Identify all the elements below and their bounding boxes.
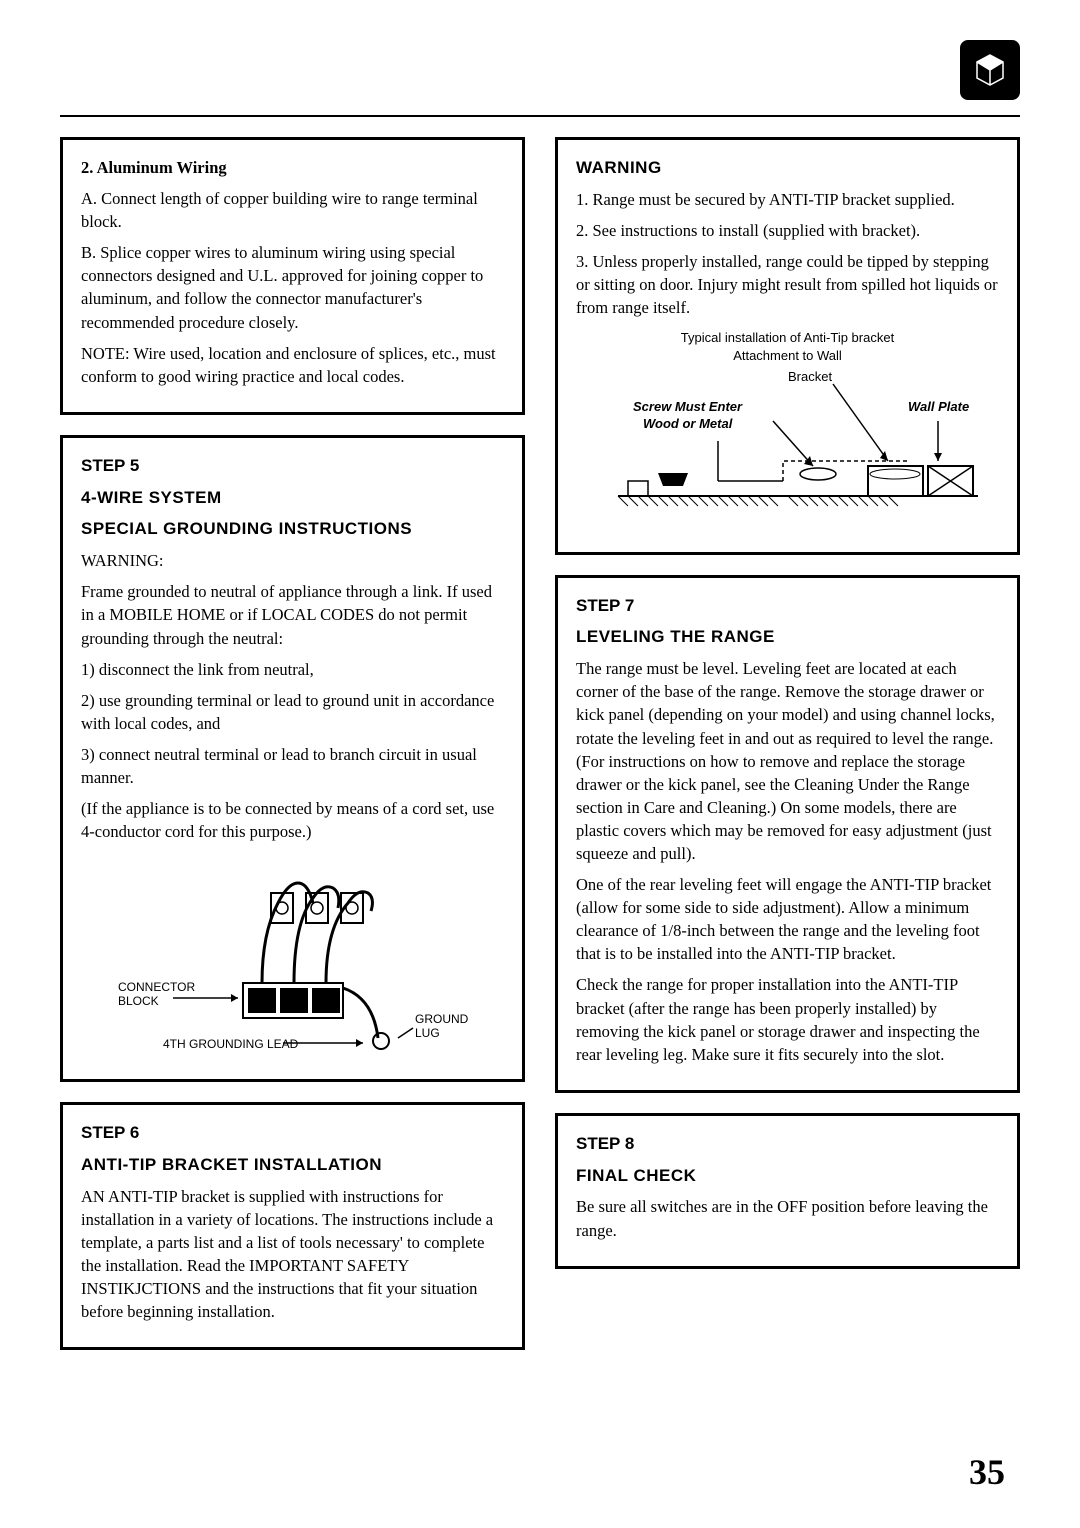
hatching [618, 496, 898, 506]
diagram-label: Bracket [788, 369, 832, 384]
brand-logo [960, 40, 1020, 100]
paragraph: WARNING: [81, 549, 504, 572]
paragraph: (If the appliance is to be connected by … [81, 797, 504, 843]
list-item: 3) connect neutral terminal or lead to b… [81, 743, 504, 789]
page-number: 35 [969, 1451, 1005, 1493]
step7-box: STEP 7 LEVELING THE RANGE The range must… [555, 575, 1020, 1093]
left-column: 2. Aluminum Wiring A. Connect length of … [60, 137, 525, 1350]
paragraph: A. Connect length of copper building wir… [81, 187, 504, 233]
step-title: LEVELING THE RANGE [576, 625, 999, 649]
step-subtitle: SPECIAL GROUNDING INSTRUCTIONS [81, 517, 504, 541]
step-label: STEP 6 [81, 1121, 504, 1145]
diagram-label: Screw Must Enter [633, 399, 743, 414]
diagram-label: LUG [415, 1026, 440, 1040]
paragraph: Frame grounded to neutral of appliance t… [81, 580, 504, 649]
content-columns: 2. Aluminum Wiring A. Connect length of … [60, 137, 1020, 1350]
step-title: FINAL CHECK [576, 1164, 999, 1188]
step-label: STEP 7 [576, 594, 999, 618]
paragraph: 2. See instructions to install (supplied… [576, 219, 999, 242]
warning-heading: WARNING [576, 156, 999, 180]
step-title: ANTI-TIP BRACKET INSTALLATION [81, 1153, 504, 1177]
section-heading: 2. Aluminum Wiring [81, 156, 504, 179]
list-item: 1) disconnect the link from neutral, [81, 658, 504, 681]
step5-box: STEP 5 4-WIRE SYSTEM SPECIAL GROUNDING I… [60, 435, 525, 1082]
warning-box: WARNING 1. Range must be secured by ANTI… [555, 137, 1020, 555]
paragraph: Be sure all switches are in the OFF posi… [576, 1195, 999, 1241]
antitip-diagram-svg: Bracket Screw Must Enter Wood or Metal W… [588, 366, 988, 526]
paragraph: One of the rear leveling feet will engag… [576, 873, 999, 965]
list-item: 2) use grounding terminal or lead to gro… [81, 689, 504, 735]
step-label: STEP 5 [81, 454, 504, 478]
paragraph: The range must be level. Leveling feet a… [576, 657, 999, 865]
step-label: STEP 8 [576, 1132, 999, 1156]
top-bar [60, 40, 1020, 117]
diagram-label: GROUND [415, 1012, 469, 1026]
paragraph: AN ANTI-TIP bracket is supplied with ins… [81, 1185, 504, 1324]
diagram-label: 4TH GROUNDING LEAD [163, 1037, 299, 1051]
right-column: WARNING 1. Range must be secured by ANTI… [555, 137, 1020, 1350]
diagram-caption: Typical installation of Anti-Tip bracket [576, 329, 999, 347]
paragraph: 3. Unless properly installed, range coul… [576, 250, 999, 319]
aluminum-wiring-box: 2. Aluminum Wiring A. Connect length of … [60, 137, 525, 415]
paragraph: Check the range for proper installation … [576, 973, 999, 1065]
step6-box: STEP 6 ANTI-TIP BRACKET INSTALLATION AN … [60, 1102, 525, 1350]
diagram-label: BLOCK [118, 994, 159, 1008]
paragraph: 1. Range must be secured by ANTI-TIP bra… [576, 188, 999, 211]
diagram-label: Wood or Metal [643, 416, 733, 431]
paragraph: B. Splice copper wires to aluminum wirin… [81, 241, 504, 333]
cube-icon [970, 50, 1010, 90]
diagram-label: CONNECTOR [118, 980, 195, 994]
paragraph: NOTE: Wire used, location and enclosure … [81, 342, 504, 388]
step8-box: STEP 8 FINAL CHECK Be sure all switches … [555, 1113, 1020, 1269]
step-title: 4-WIRE SYSTEM [81, 486, 504, 510]
wiring-diagram-svg: CONNECTOR BLOCK 4TH GROUNDING LEAD GROUN… [113, 853, 473, 1053]
diagram-label: Wall Plate [908, 399, 969, 414]
antitip-diagram: Typical installation of Anti-Tip bracket… [576, 329, 999, 525]
diagram-caption: Attachment to Wall [576, 347, 999, 365]
connector-diagram: CONNECTOR BLOCK 4TH GROUNDING LEAD GROUN… [81, 853, 504, 1053]
